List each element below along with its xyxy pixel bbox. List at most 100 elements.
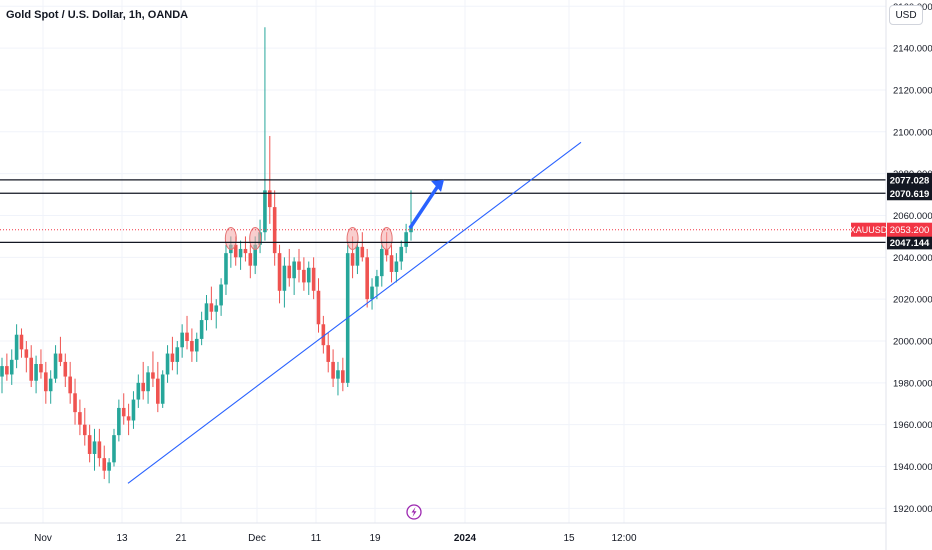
lightning-icon[interactable] bbox=[406, 504, 422, 520]
price-tick-label: 2100.000 bbox=[893, 127, 932, 138]
candle-body bbox=[199, 320, 204, 339]
candle-body bbox=[306, 267, 311, 283]
candle-body bbox=[326, 345, 331, 362]
price-tick-label: 2140.000 bbox=[893, 44, 932, 55]
candle-body bbox=[302, 269, 306, 283]
candle-body bbox=[355, 246, 360, 266]
time-axis-label: 2024 bbox=[454, 533, 477, 544]
arrow-head bbox=[431, 179, 444, 192]
candle-body bbox=[375, 276, 379, 287]
price-tick-label: 2020.000 bbox=[893, 295, 932, 306]
level-price-tag bbox=[887, 186, 932, 201]
candle-body bbox=[5, 366, 9, 375]
candle-body bbox=[82, 424, 87, 436]
candle-body bbox=[263, 190, 267, 233]
time-axis-label: 12:00 bbox=[611, 533, 636, 544]
candle-body bbox=[287, 265, 292, 279]
currency-button[interactable]: USD bbox=[889, 5, 923, 25]
candle-body bbox=[297, 261, 301, 270]
highlight-ellipse bbox=[224, 226, 237, 250]
candle-body bbox=[44, 372, 48, 392]
candle-body bbox=[112, 435, 116, 463]
candle-body bbox=[365, 257, 369, 300]
chart-title: Gold Spot / U.S. Dollar, 1h, OANDA bbox=[6, 9, 189, 21]
candle-body bbox=[165, 353, 170, 375]
trendline bbox=[127, 141, 582, 484]
candle-body bbox=[341, 370, 345, 383]
candle-body bbox=[253, 244, 257, 266]
time-axis-label: 13 bbox=[116, 533, 128, 544]
candle-body bbox=[87, 435, 92, 454]
candle-body bbox=[277, 253, 282, 291]
candle-body bbox=[117, 407, 121, 436]
candle-body bbox=[78, 412, 82, 425]
candle-body bbox=[394, 261, 399, 272]
candle-body bbox=[336, 370, 340, 379]
candle-body bbox=[92, 441, 97, 454]
candle-body bbox=[146, 372, 150, 392]
arrow-shaft bbox=[408, 184, 440, 229]
candle-body bbox=[311, 267, 316, 291]
candle-body bbox=[399, 246, 404, 262]
time-axis-label: Nov bbox=[34, 533, 52, 544]
level-price-label: 2077.028 bbox=[890, 175, 930, 186]
candle-body bbox=[29, 357, 34, 381]
candle-body bbox=[53, 353, 58, 379]
candle-body bbox=[224, 253, 228, 285]
candle-body bbox=[14, 334, 19, 360]
candle-body bbox=[350, 253, 355, 266]
candle-body bbox=[0, 366, 4, 377]
candle-body bbox=[102, 458, 107, 471]
candle-body bbox=[180, 332, 184, 348]
candle-body bbox=[141, 382, 146, 392]
current-price-tag bbox=[887, 222, 932, 237]
candle-body bbox=[214, 305, 219, 312]
candle-body bbox=[156, 378, 160, 404]
candle-body bbox=[384, 248, 389, 256]
candle-body bbox=[58, 353, 63, 362]
candle-body bbox=[238, 248, 243, 258]
candle-body bbox=[209, 303, 214, 312]
candle-body bbox=[170, 353, 175, 362]
level-price-label: 2070.619 bbox=[890, 189, 930, 200]
candle-body bbox=[107, 462, 111, 471]
horizontal-grid bbox=[0, 5, 886, 509]
axes bbox=[0, 0, 887, 550]
candle-body bbox=[9, 359, 14, 375]
candle-body bbox=[243, 248, 248, 254]
price-tick-label: 2060.000 bbox=[893, 211, 932, 222]
candle-body bbox=[68, 376, 72, 394]
price-tick-label: 1980.000 bbox=[893, 378, 932, 389]
candle-body bbox=[136, 382, 141, 400]
candle-body bbox=[185, 332, 189, 341]
vertical-grid bbox=[42, 0, 625, 523]
candle-body bbox=[97, 441, 102, 459]
candle-body bbox=[233, 244, 238, 258]
price-tick-label: 2040.000 bbox=[893, 253, 932, 264]
candle-body bbox=[190, 340, 194, 352]
highlight-ellipse bbox=[346, 226, 359, 250]
candle-body bbox=[360, 246, 365, 258]
candle-body bbox=[248, 253, 253, 266]
candle-body bbox=[409, 225, 413, 233]
candle-body bbox=[34, 364, 38, 381]
price-tick-label: 1920.000 bbox=[893, 504, 932, 515]
highlight-markers bbox=[224, 226, 393, 250]
candle-body bbox=[63, 361, 68, 377]
candle-body bbox=[175, 347, 180, 362]
candle-body bbox=[292, 261, 296, 279]
time-axis-labels: Nov 13 21 Dec 11 19 2024 15 12:00 bbox=[34, 533, 637, 544]
time-axis-label: 19 bbox=[369, 533, 381, 544]
candle-body bbox=[73, 393, 77, 413]
candle-body bbox=[331, 361, 335, 379]
candlestick-series bbox=[0, 27, 413, 484]
candle-body bbox=[19, 334, 24, 350]
candle-body bbox=[370, 286, 374, 300]
level-price-tag bbox=[887, 172, 932, 187]
symbol-tag bbox=[851, 222, 886, 237]
candle-body bbox=[39, 364, 43, 373]
price-tick-label: 2120.000 bbox=[893, 85, 932, 96]
time-axis-label: 21 bbox=[175, 533, 187, 544]
